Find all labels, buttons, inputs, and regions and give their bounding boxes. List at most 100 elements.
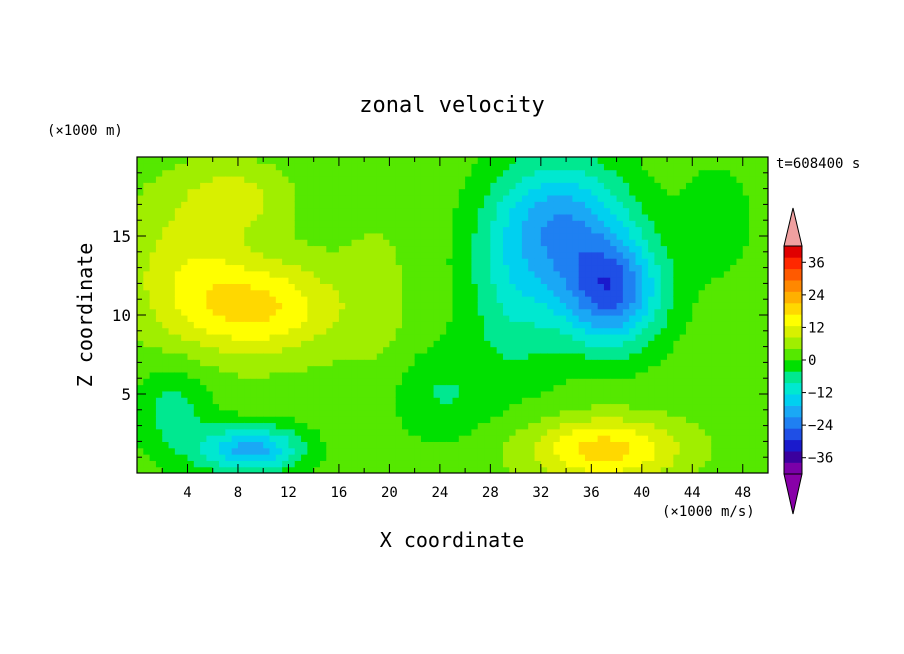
contour-cell bbox=[137, 289, 144, 297]
contour-cell bbox=[477, 296, 485, 303]
contour-cell bbox=[717, 169, 725, 177]
contour-cell bbox=[755, 321, 763, 329]
contour-cell bbox=[736, 163, 744, 171]
contour-cell bbox=[143, 340, 151, 348]
contour-cell bbox=[181, 213, 189, 221]
contour-cell bbox=[673, 201, 681, 209]
contour-cell bbox=[761, 315, 768, 322]
contour-cell bbox=[648, 213, 656, 221]
contour-cell bbox=[622, 283, 630, 291]
contour-cell bbox=[704, 384, 712, 392]
contour-cell bbox=[547, 466, 555, 473]
contour-cell bbox=[307, 283, 315, 291]
contour-cell bbox=[414, 175, 422, 183]
contour-cell bbox=[717, 365, 725, 373]
contour-cell bbox=[212, 327, 220, 335]
contour-cell bbox=[174, 422, 182, 430]
contour-cell bbox=[540, 289, 548, 297]
contour-cell bbox=[641, 422, 649, 430]
contour-cell bbox=[698, 264, 706, 272]
contour-cell bbox=[534, 327, 542, 335]
contour-cell bbox=[313, 441, 321, 449]
contour-cell bbox=[578, 416, 586, 424]
contour-cell bbox=[143, 157, 151, 164]
contour-cell bbox=[332, 207, 340, 215]
contour-cell bbox=[534, 321, 542, 329]
contour-cell bbox=[376, 239, 384, 247]
contour-cell bbox=[174, 315, 182, 322]
contour-cell bbox=[641, 264, 649, 272]
contour-cell bbox=[376, 384, 384, 392]
contour-cell bbox=[471, 289, 479, 297]
contour-cell bbox=[433, 416, 441, 424]
contour-cell bbox=[730, 258, 738, 266]
contour-cell bbox=[471, 169, 479, 177]
contour-cell bbox=[635, 409, 643, 417]
contour-cell bbox=[263, 352, 271, 360]
contour-cell bbox=[490, 460, 498, 468]
contour-cell bbox=[275, 435, 283, 442]
contour-cell bbox=[509, 220, 517, 228]
contour-cell bbox=[200, 390, 208, 398]
contour-cell bbox=[155, 352, 163, 360]
contour-cell bbox=[395, 213, 403, 221]
contour-cell bbox=[149, 296, 157, 303]
contour-cell bbox=[338, 201, 346, 209]
contour-cell bbox=[294, 378, 302, 386]
contour-cell bbox=[364, 277, 372, 284]
contour-cell bbox=[263, 264, 271, 272]
contour-cell bbox=[591, 378, 599, 386]
contour-cell bbox=[742, 327, 750, 335]
contour-cell bbox=[269, 258, 277, 266]
contour-cell bbox=[389, 416, 397, 424]
contour-cell bbox=[484, 315, 491, 322]
contour-cell bbox=[427, 175, 435, 183]
contour-cell bbox=[566, 207, 573, 215]
contour-cell bbox=[269, 175, 277, 183]
contour-cell bbox=[717, 454, 725, 461]
contour-cell bbox=[149, 182, 157, 190]
contour-cell bbox=[338, 226, 346, 234]
contour-cell bbox=[717, 157, 725, 164]
contour-cell bbox=[244, 258, 252, 266]
contour-cell bbox=[256, 447, 264, 455]
contour-cell bbox=[692, 340, 700, 348]
contour-cell bbox=[730, 378, 738, 386]
contour-cell bbox=[313, 270, 321, 278]
contour-cell bbox=[553, 302, 561, 310]
contour-cell bbox=[711, 428, 719, 436]
contour-cell bbox=[414, 403, 422, 411]
contour-cell bbox=[402, 207, 409, 215]
contour-cell bbox=[654, 422, 662, 430]
contour-cell bbox=[395, 163, 403, 171]
contour-cell bbox=[496, 289, 504, 297]
contour-cell bbox=[307, 397, 315, 405]
contour-cell bbox=[515, 340, 523, 348]
contour-cell bbox=[345, 403, 353, 411]
contour-cell bbox=[326, 207, 334, 215]
contour-cell bbox=[685, 384, 693, 392]
contour-cell bbox=[496, 188, 504, 196]
contour-cell bbox=[439, 270, 447, 278]
contour-cell bbox=[212, 365, 220, 373]
contour-cell bbox=[275, 359, 283, 367]
contour-cell bbox=[641, 466, 649, 473]
contour-cell bbox=[250, 416, 258, 424]
contour-cell bbox=[364, 157, 372, 164]
contour-cell bbox=[143, 428, 151, 436]
contour-cell bbox=[534, 232, 542, 240]
contour-cell bbox=[622, 213, 630, 221]
contour-cell bbox=[420, 163, 428, 171]
contour-cell bbox=[414, 321, 422, 329]
contour-cell bbox=[597, 220, 605, 228]
contour-cell bbox=[427, 403, 435, 411]
contour-cell bbox=[414, 340, 422, 348]
contour-cell bbox=[711, 409, 719, 417]
contour-cell bbox=[149, 270, 157, 278]
contour-cell bbox=[717, 302, 725, 310]
contour-cell bbox=[326, 441, 334, 449]
contour-cell bbox=[244, 175, 252, 183]
contour-cell bbox=[256, 289, 264, 297]
contour-cell bbox=[301, 454, 308, 461]
contour-cell bbox=[698, 251, 706, 259]
